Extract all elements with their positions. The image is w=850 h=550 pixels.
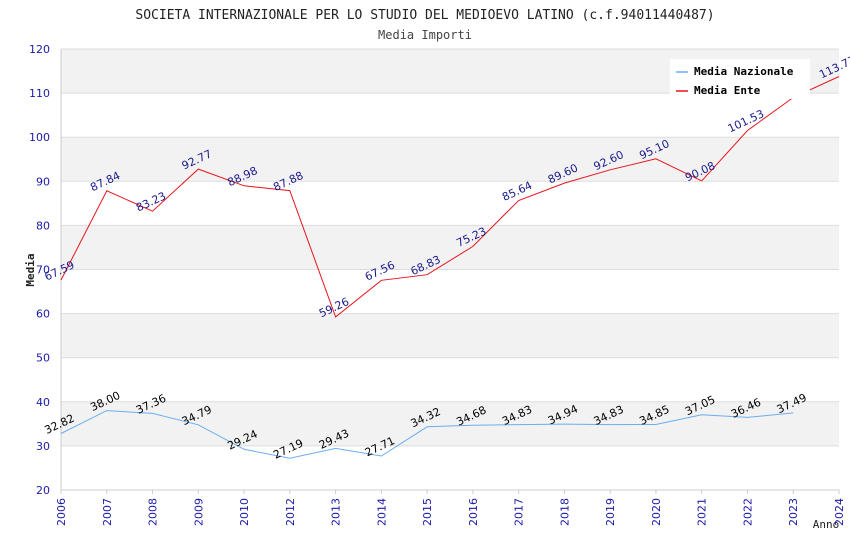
- y-tick-label-120: 120: [29, 43, 50, 56]
- x-tick-label-2023: 2023: [787, 498, 800, 526]
- x-tick-label-2014: 2014: [375, 498, 388, 526]
- band-50: [61, 313, 839, 358]
- band-20: [61, 445, 839, 490]
- band-100: [61, 93, 839, 138]
- x-tick-label-2010: 2010: [238, 498, 251, 526]
- band-80: [61, 181, 839, 226]
- y-tick-label-20: 20: [36, 484, 50, 497]
- y-tick-label-60: 60: [36, 308, 50, 321]
- x-tick-label-2020: 2020: [650, 498, 663, 526]
- x-tick-label-2015: 2015: [421, 498, 434, 526]
- legend-label-media-ente: Media Ente: [694, 84, 761, 97]
- series-line-media-ente: [60, 76, 840, 318]
- y-tick-label-90: 90: [36, 175, 50, 188]
- x-tick-label-2022: 2022: [741, 498, 754, 526]
- series-line-media-nazionale: [60, 410, 794, 459]
- y-tick-label-50: 50: [36, 352, 50, 365]
- x-axis-label: Anno: [813, 518, 840, 531]
- x-tick-labels: 2006 2007 2008 2009 2010 2012 2013 2014 2015 2016…: [55, 498, 846, 526]
- band-70: [61, 225, 839, 270]
- legend-box: [670, 59, 810, 99]
- y-tick-label-30: 30: [36, 440, 50, 453]
- x-tick-label-2021: 2021: [696, 498, 709, 526]
- x-tick-label-2013: 2013: [330, 498, 343, 526]
- band-90: [61, 137, 839, 182]
- y-tick-label-110: 110: [29, 87, 50, 100]
- y-tick-label-70: 70: [36, 264, 50, 277]
- band-40: [61, 357, 839, 402]
- x-tick-label-2017: 2017: [513, 498, 526, 526]
- y-axis-label: Media: [24, 253, 37, 286]
- axes: [60, 49, 840, 494]
- chart-subtitle: Media Importi: [378, 28, 472, 42]
- series-lines: [60, 76, 840, 459]
- x-tick-label-2016: 2016: [467, 498, 480, 526]
- x-tick-label-2012: 2012: [284, 498, 297, 526]
- x-tick-label-2009: 2009: [192, 498, 205, 526]
- x-tick-label-2019: 2019: [604, 498, 617, 526]
- x-tick-label-2007: 2007: [101, 498, 114, 526]
- plot-bands: [61, 49, 839, 490]
- legend-label-media-nazionale: Media Nazionale: [694, 65, 794, 78]
- band-30: [61, 401, 839, 446]
- band-60: [61, 269, 839, 314]
- y-tick-label-40: 40: [36, 396, 50, 409]
- legend: Media Nazionale Media Ente: [670, 59, 810, 99]
- y-tick-labels: 20 30 40 50 60 70 80 90 100 110 120: [29, 43, 50, 497]
- x-tick-label-2018: 2018: [558, 498, 571, 526]
- x-tick-label-2008: 2008: [147, 498, 160, 526]
- x-tick-label-2024: 2024: [833, 498, 846, 526]
- y-tick-label-100: 100: [29, 131, 50, 144]
- x-tick-label-2006: 2006: [55, 498, 68, 526]
- y-tick-label-80: 80: [36, 219, 50, 232]
- chart-title: SOCIETA INTERNAZIONALE PER LO STUDIO DEL…: [135, 8, 714, 23]
